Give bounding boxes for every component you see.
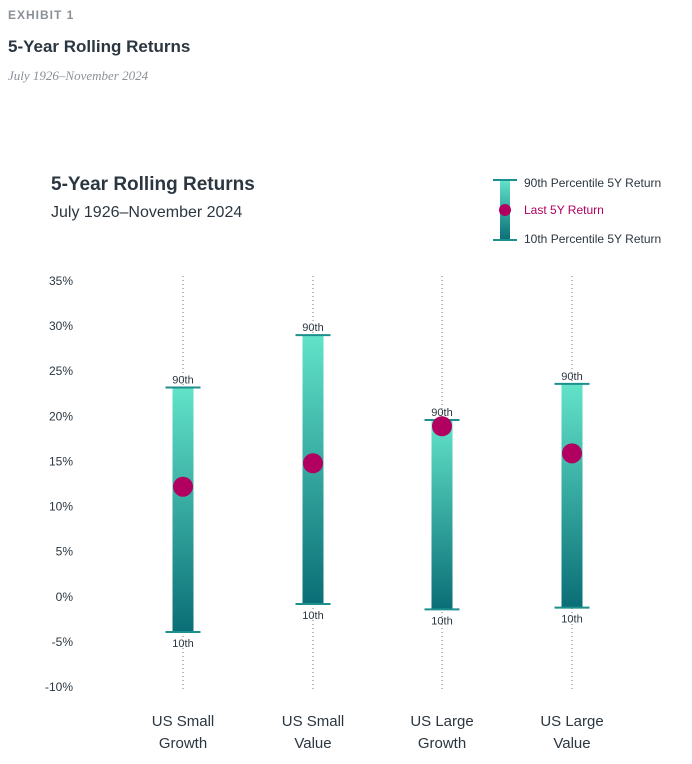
- legend-p90-label: 90th Percentile 5Y Return: [524, 176, 661, 190]
- y-axis: -10% -5% 0% 5% 10% 15% 20% 25% 30% 35%: [45, 274, 73, 694]
- p90-label: 90th: [302, 322, 323, 334]
- category-label-line2: Value: [294, 735, 331, 752]
- category-label-line1: US Small: [152, 713, 215, 730]
- legend: 90th Percentile 5Y Return Last 5Y Return…: [493, 176, 661, 246]
- p90-label: 90th: [561, 371, 582, 383]
- p10-label: 10th: [172, 638, 193, 650]
- legend-marker-swatch: [499, 204, 511, 216]
- category-group: 90th 10th US Large Growth: [410, 276, 474, 752]
- last-5y-marker: [432, 416, 452, 437]
- category-label-line2: Value: [553, 735, 590, 752]
- category-label-line1: US Small: [282, 713, 345, 730]
- range-bar: [172, 387, 194, 632]
- p10-label: 10th: [302, 610, 323, 622]
- p10-label: 10th: [431, 615, 452, 627]
- category-group: 90th 10th US Small Value: [282, 276, 345, 752]
- page-subtitle: July 1926–November 2024: [8, 68, 149, 83]
- category-label-line2: Growth: [159, 735, 207, 752]
- category-group: 90th 10th US Large Value: [540, 276, 604, 752]
- range-bar: [561, 383, 583, 608]
- category-label-line1: US Large: [540, 713, 603, 730]
- y-tick-label: -10%: [45, 680, 73, 694]
- exhibit-label: EXHIBIT 1: [8, 8, 75, 22]
- p10-label: 10th: [561, 614, 582, 626]
- y-tick-label: 30%: [49, 319, 73, 333]
- plot-area: 90th 10th US Small Growth 90th 10th US Small Va…: [152, 276, 604, 752]
- last-5y-marker: [303, 453, 323, 474]
- last-5y-marker: [562, 443, 582, 464]
- last-5y-marker: [173, 476, 193, 497]
- category-label-line2: Growth: [418, 735, 466, 752]
- page-title: 5-Year Rolling Returns: [8, 37, 191, 56]
- p90-label: 90th: [172, 374, 193, 386]
- y-tick-label: 10%: [49, 500, 73, 514]
- y-tick-label: 25%: [49, 364, 73, 378]
- y-tick-label: 5%: [56, 545, 74, 559]
- y-tick-label: 0%: [56, 590, 74, 604]
- legend-last-label: Last 5Y Return: [524, 203, 604, 217]
- y-tick-label: 15%: [49, 454, 73, 468]
- chart-title: 5-Year Rolling Returns: [51, 174, 255, 195]
- y-tick-label: -5%: [52, 635, 74, 649]
- p90-label: 90th: [431, 407, 452, 419]
- category-group: 90th 10th US Small Growth: [152, 276, 215, 752]
- chart-subtitle: July 1926–November 2024: [51, 204, 242, 221]
- legend-p10-label: 10th Percentile 5Y Return: [524, 232, 661, 246]
- y-tick-label: 35%: [49, 274, 73, 288]
- range-bar: [431, 419, 453, 610]
- category-label-line1: US Large: [410, 713, 473, 730]
- y-tick-label: 20%: [49, 409, 73, 423]
